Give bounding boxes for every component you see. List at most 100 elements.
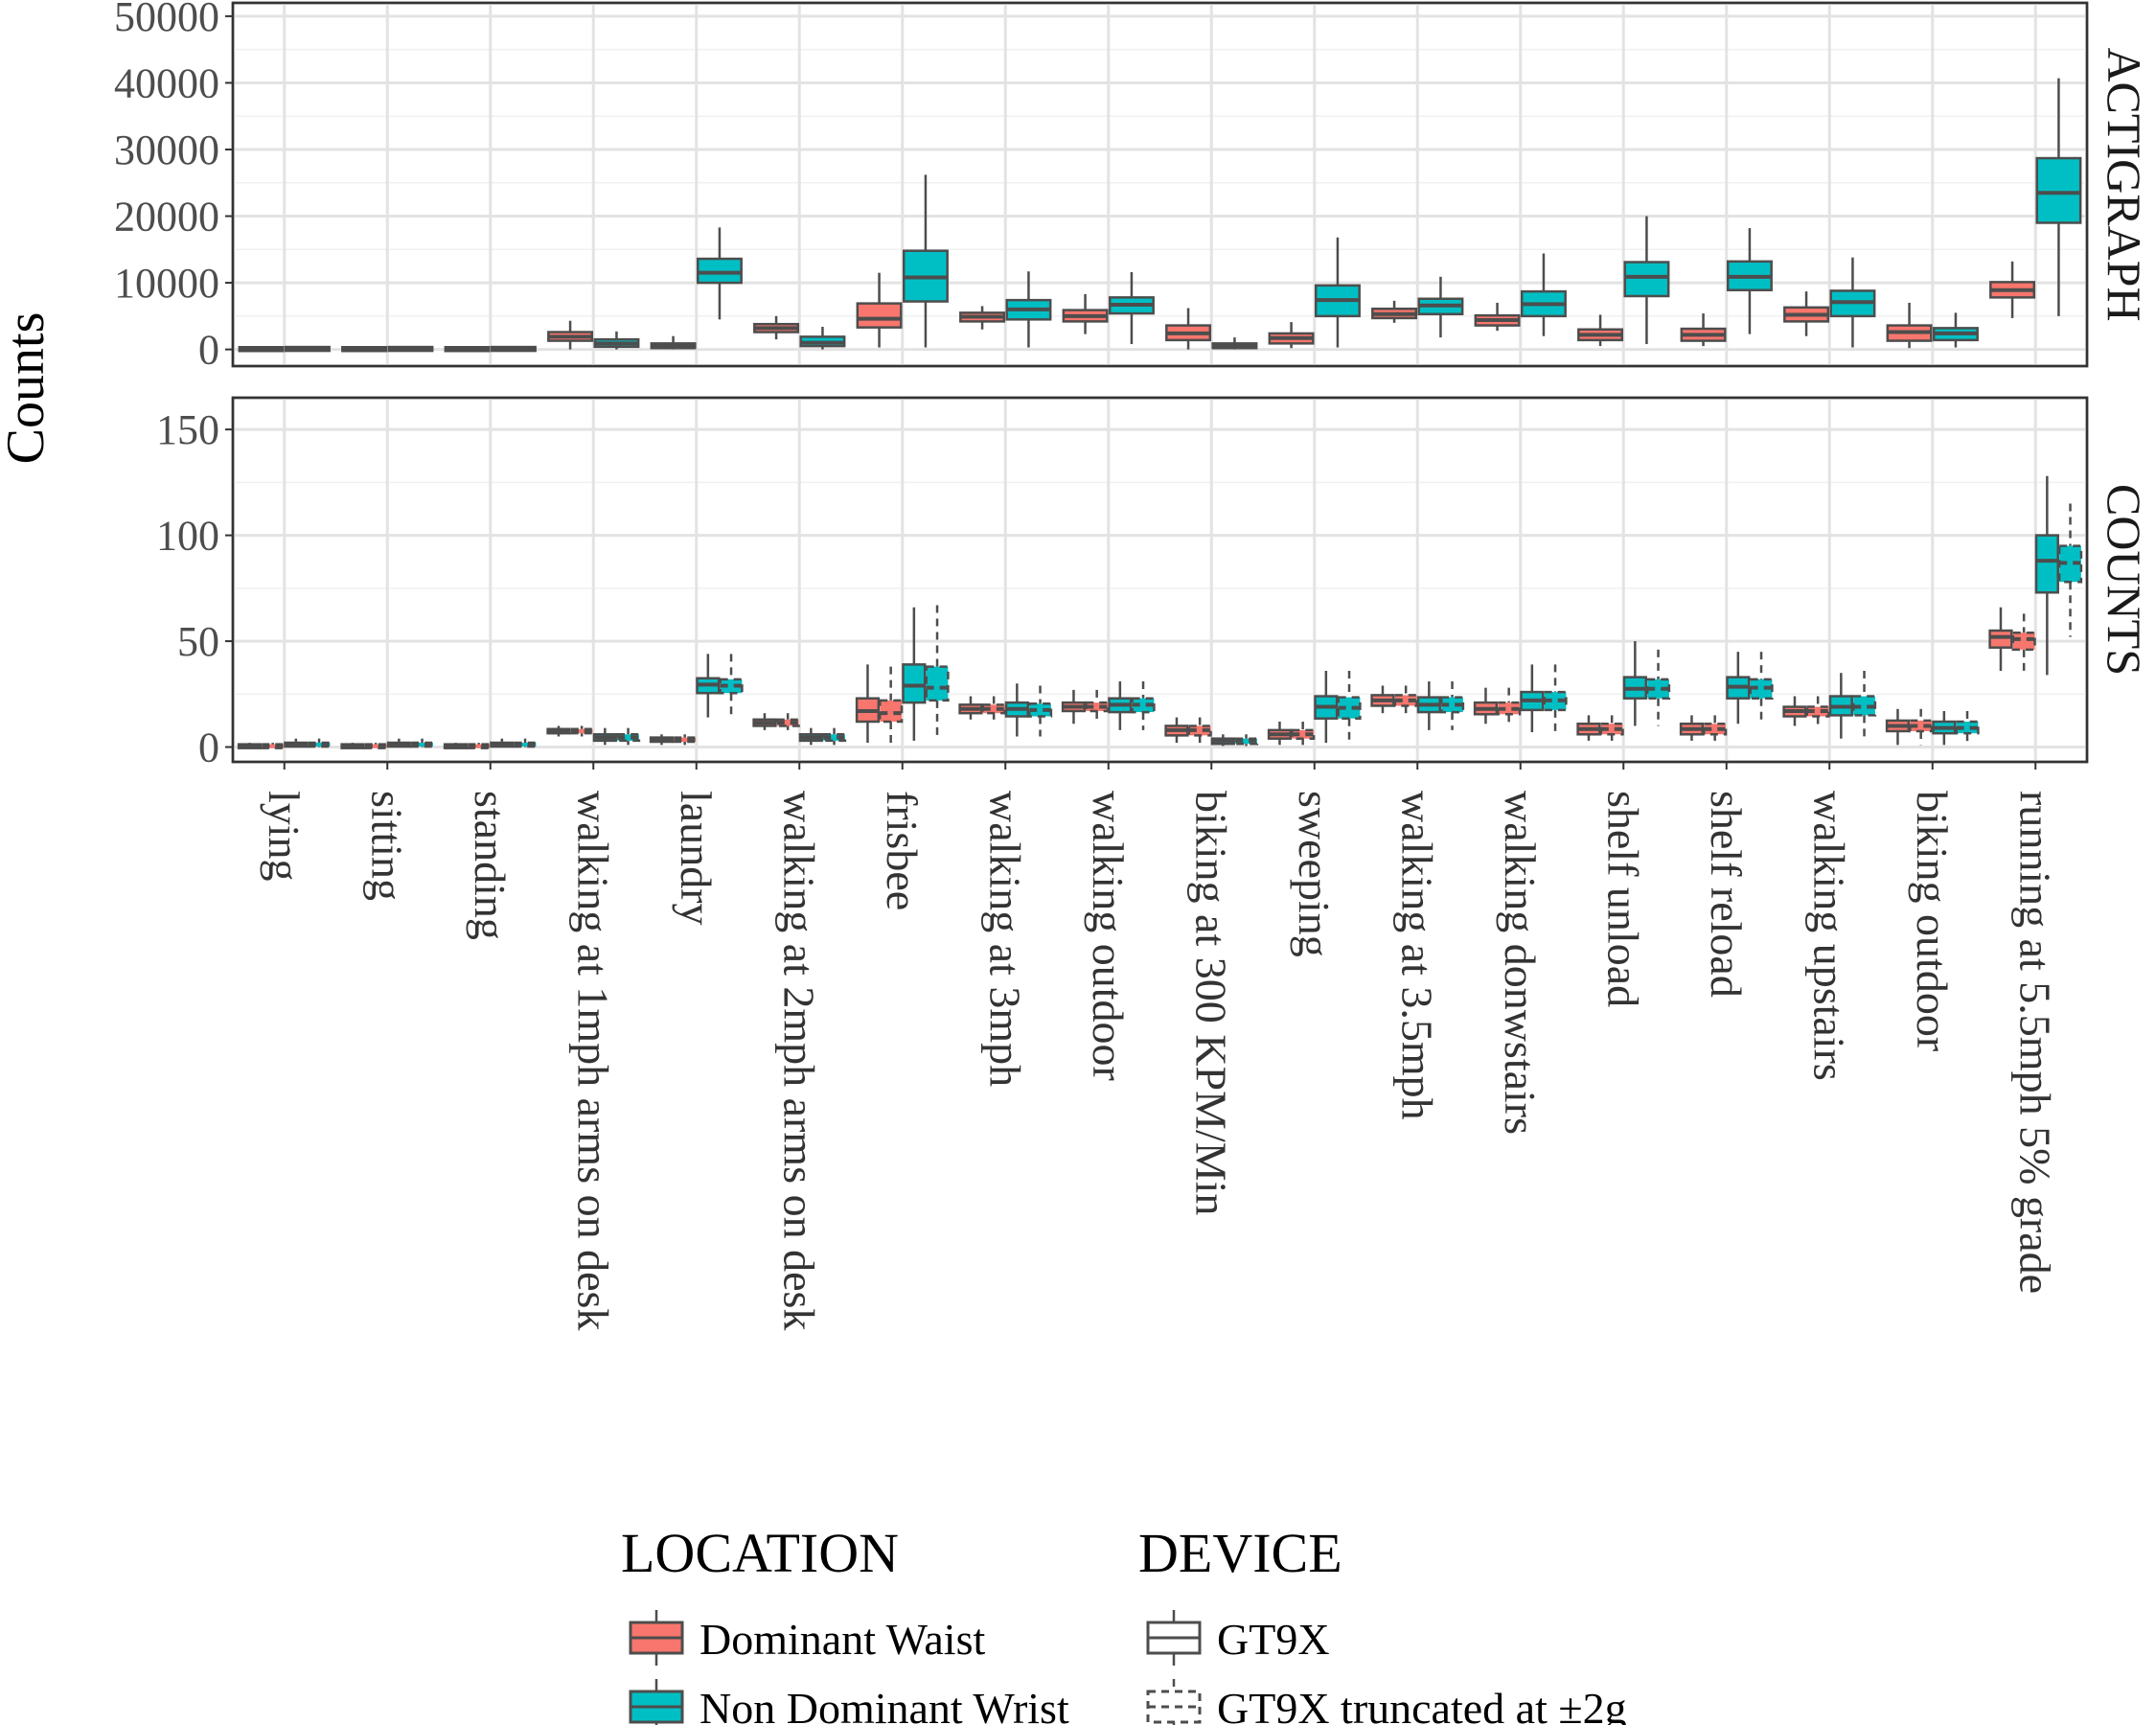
box-sitting-dominant-waist-truncated (363, 743, 388, 749)
panel-border (231, 1, 2089, 368)
box-shelf-unload-non-dominant-wrist-truncated (1645, 649, 1671, 726)
box-body (1027, 702, 1053, 718)
box-walking-outdoor-non-dominant-wrist-truncated (1131, 681, 1156, 730)
panel-background (231, 396, 2089, 764)
box-walking-upstairs-non-dominant-wrist-truncated (1851, 671, 1877, 737)
y-tick-label: 0 (198, 327, 219, 374)
x-tick-label: biking outdoor (1908, 791, 1957, 1051)
box-walking-at-1mph-arms-on-desk-non-dominant-wrist (592, 727, 617, 746)
box-standing-dominant-waist (443, 743, 469, 749)
x-tick-label: standing (466, 791, 515, 940)
box-walking-at-2mph-arms-on-desk-dominant-waist-truncated (775, 713, 800, 730)
x-tick-label: sweeping (1290, 791, 1339, 957)
box-body (902, 663, 927, 704)
box-sitting-dominant-waist (340, 743, 365, 749)
box-body (261, 743, 286, 749)
x-tick-label: walking at 2mph arms on desk (774, 791, 823, 1330)
legend-label-non-dominant-wrist: Non Dominant Wrist (700, 1684, 1069, 1725)
legend-key-dominant-waist (629, 1610, 684, 1666)
y-tick-label: 40000 (114, 59, 219, 106)
box-body (467, 743, 492, 749)
x-tick-label: walking outdoor (1084, 791, 1133, 1081)
box-lying-dominant-waist-truncated (261, 743, 286, 749)
box-body (1623, 261, 1670, 298)
box-running-at-5-5mph-5-grade-dominant-waist-truncated (2011, 613, 2036, 671)
box-walking-at-1mph-arms-on-desk-dominant-waist (547, 320, 594, 350)
box-shelf-unload-non-dominant-wrist (1623, 216, 1670, 345)
box-body (2035, 156, 2082, 224)
x-tick-label: walking at 3mph (980, 791, 1029, 1087)
box-shelf-unload-dominant-waist-truncated (1599, 715, 1624, 741)
box-walking-outdoor-dominant-waist (1062, 293, 1109, 334)
box-biking-outdoor-non-dominant-wrist (1932, 710, 1957, 746)
box-running-at-5-5mph-5-grade-dominant-waist (1989, 261, 2036, 318)
panel-border (231, 396, 2089, 764)
box-laundry-non-dominant-wrist (696, 227, 743, 320)
box-lying-non-dominant-wrist (284, 738, 309, 748)
box-walking-at-2mph-arms-on-desk-non-dominant-wrist (799, 326, 846, 350)
legend-title-device: DEVICE (1138, 1522, 1342, 1584)
box-body (409, 741, 435, 748)
box-shelf-reload-non-dominant-wrist (1726, 652, 1751, 724)
box-walking-upstairs-dominant-waist (1783, 291, 1830, 336)
box-walking-upstairs-dominant-waist (1782, 696, 1807, 726)
box-sitting-non-dominant-wrist-truncated (409, 738, 435, 748)
box-biking-outdoor-dominant-waist (1886, 302, 1933, 349)
box-body (307, 741, 332, 748)
x-tick-label: lying (260, 791, 309, 882)
box-shelf-unload-dominant-waist (1577, 314, 1624, 347)
box-walking-donwstairs-non-dominant-wrist (1520, 253, 1567, 336)
box-laundry-non-dominant-wrist-truncated (719, 654, 744, 716)
box-shelf-unload-dominant-waist (1576, 715, 1601, 741)
x-tick-label: laundry (672, 791, 721, 926)
legend-label-gt9x-truncated: GT9X truncated at ±2g (1217, 1684, 1627, 1725)
box-walking-at-3mph-dominant-waist (958, 696, 983, 720)
box-shelf-reload-non-dominant-wrist-truncated (1749, 652, 1774, 724)
box-shelf-reload-dominant-waist (1679, 715, 1705, 741)
box-shelf-reload-dominant-waist-truncated (1703, 715, 1728, 741)
legend-title-location: LOCATION (621, 1522, 899, 1584)
box-walking-at-2mph-arms-on-desk-non-dominant-wrist-truncated (821, 727, 847, 746)
box-walking-donwstairs-non-dominant-wrist-truncated (1543, 664, 1568, 733)
box-frisbee-dominant-waist (855, 664, 881, 744)
facet-strip-label: COUNTS (2098, 484, 2151, 676)
panel-background (231, 1, 2089, 368)
box-sitting-non-dominant-wrist (387, 345, 434, 353)
box-laundry-dominant-waist-truncated (673, 734, 698, 746)
box-body (673, 736, 698, 744)
box-running-at-5-5mph-5-grade-non-dominant-wrist (2035, 78, 2082, 316)
box-body (1233, 737, 1259, 746)
box-walking-at-3-5mph-non-dominant-wrist (1417, 276, 1464, 338)
box-walking-outdoor-dominant-waist-truncated (1085, 689, 1110, 724)
legend-label-dominant-waist: Dominant Waist (700, 1615, 985, 1664)
box-walking-at-2mph-arms-on-desk-non-dominant-wrist (798, 727, 823, 746)
box-biking-outdoor-dominant-waist-truncated (1909, 708, 1934, 746)
box-standing-non-dominant-wrist (490, 738, 515, 748)
panel-actigraph: 0 10000 20000 30000 40000 50000 ACTIGRAPH (114, 0, 2151, 374)
box-frisbee-non-dominant-wrist (902, 174, 949, 348)
y-tick-label: 150 (156, 406, 219, 453)
box-walking-at-3mph-dominant-waist (959, 306, 1006, 330)
box-biking-at-300-kpm-min-dominant-waist (1164, 717, 1189, 744)
x-tick-label: running at 5.5mph 5% grade (2010, 791, 2059, 1294)
y-tick-label: 20000 (114, 194, 219, 241)
box-shelf-reload-dominant-waist (1680, 313, 1727, 347)
box-biking-at-300-kpm-min-dominant-waist-truncated (1187, 717, 1212, 744)
legend-key-gt9x-truncated (1146, 1679, 1202, 1725)
box-frisbee-non-dominant-wrist (902, 607, 927, 741)
box-biking-outdoor-non-dominant-wrist-truncated (1955, 710, 1980, 746)
x-tick-label: walking donwstairs (1496, 791, 1545, 1135)
box-sweeping-non-dominant-wrist-truncated (1337, 671, 1362, 744)
box-walking-upstairs-non-dominant-wrist (1829, 257, 1876, 348)
box-sitting-dominant-waist (341, 346, 388, 353)
box-walking-outdoor-non-dominant-wrist (1108, 271, 1155, 345)
legend-key-non-dominant-wrist (629, 1679, 684, 1725)
box-body (696, 257, 743, 285)
box-frisbee-non-dominant-wrist-truncated (925, 605, 950, 739)
y-axis-label: Counts (0, 312, 56, 465)
box-walking-at-3-5mph-non-dominant-wrist (1416, 681, 1441, 730)
box-standing-dominant-waist (444, 346, 491, 353)
box-standing-non-dominant-wrist-truncated (513, 738, 538, 748)
box-biking-outdoor-dominant-waist (1885, 708, 1911, 746)
